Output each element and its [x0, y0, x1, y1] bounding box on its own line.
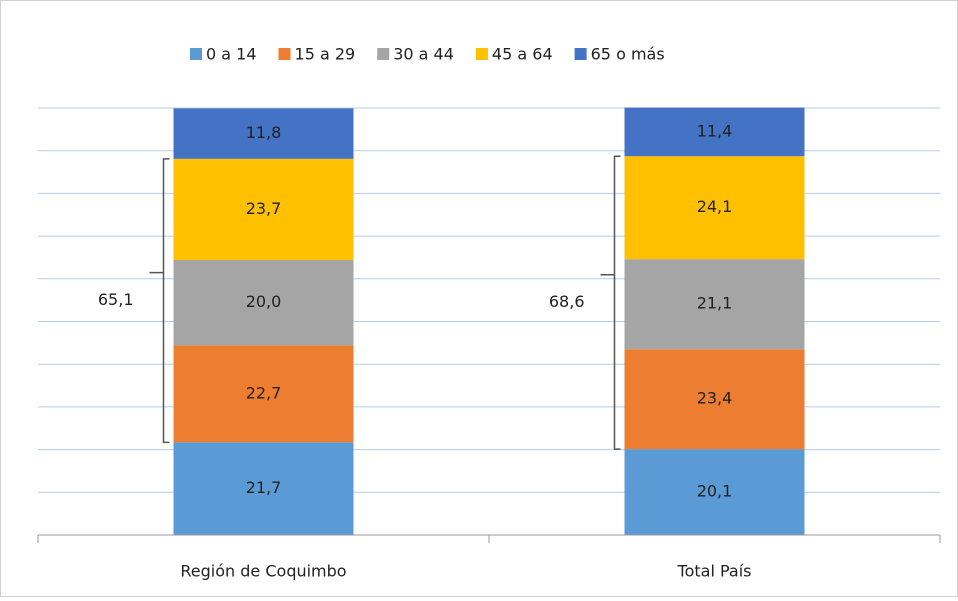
data-label: 21,7 — [246, 478, 282, 497]
bar-segment — [624, 349, 805, 450]
legend-swatch — [475, 48, 488, 60]
x-tick-label: Región de Coquimbo — [180, 562, 346, 581]
legend-label: 0 a 14 — [206, 45, 257, 64]
annotation: 68,6 — [549, 292, 585, 311]
legend-label: 65 o más — [591, 45, 665, 64]
legend-label: 45 a 64 — [492, 45, 553, 64]
bar-segment — [173, 345, 354, 443]
bar-segment — [624, 107, 805, 157]
bar-segment — [624, 259, 805, 350]
bar-segment — [624, 156, 805, 260]
legend-swatch — [574, 48, 587, 60]
bar-segment — [173, 260, 354, 346]
data-label: 20,1 — [697, 482, 733, 501]
bar-segment — [173, 158, 354, 261]
annotation: 65,1 — [98, 290, 134, 309]
data-label: 23,4 — [697, 389, 733, 408]
data-label: 24,1 — [697, 197, 733, 216]
data-label: 22,7 — [246, 383, 282, 402]
data-label: 11,4 — [697, 121, 733, 140]
bar-segment — [173, 108, 354, 159]
legend-swatch — [190, 48, 202, 60]
legend-swatch — [278, 48, 291, 60]
legend-label: 15 a 29 — [295, 45, 356, 64]
data-label: 11,8 — [246, 123, 282, 142]
bracket — [149, 158, 170, 444]
data-label: 23,7 — [246, 199, 282, 218]
bar-segment — [624, 449, 805, 535]
legend-label: 30 a 44 — [393, 45, 454, 64]
bar-segment — [173, 442, 354, 535]
data-label: 20,0 — [246, 292, 282, 311]
legend-swatch — [377, 48, 390, 60]
x-tick-label: Total País — [677, 562, 752, 581]
bracket — [600, 155, 621, 450]
data-label: 21,1 — [697, 294, 733, 313]
